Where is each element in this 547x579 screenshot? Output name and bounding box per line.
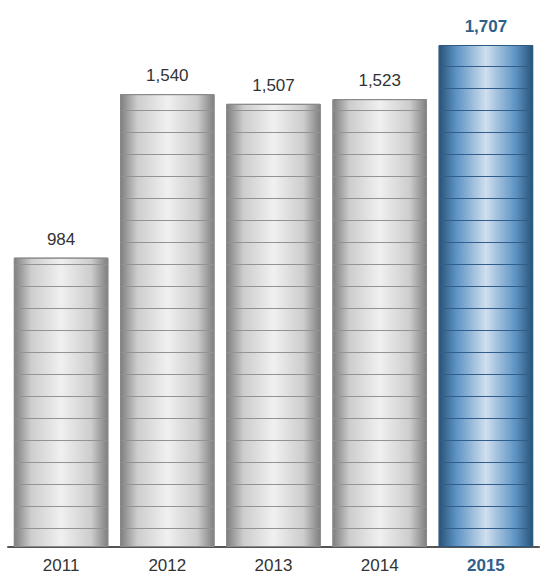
svg-text:1,540: 1,540	[146, 66, 189, 85]
svg-text:2014: 2014	[361, 556, 399, 575]
svg-text:2015: 2015	[467, 556, 505, 575]
svg-text:984: 984	[47, 230, 75, 249]
svg-text:1,523: 1,523	[358, 71, 401, 90]
svg-text:1,507: 1,507	[252, 76, 295, 95]
svg-text:2012: 2012	[148, 556, 186, 575]
svg-text:2011: 2011	[43, 556, 80, 575]
svg-text:1,707: 1,707	[465, 17, 508, 36]
svg-text:2013: 2013	[255, 556, 293, 575]
